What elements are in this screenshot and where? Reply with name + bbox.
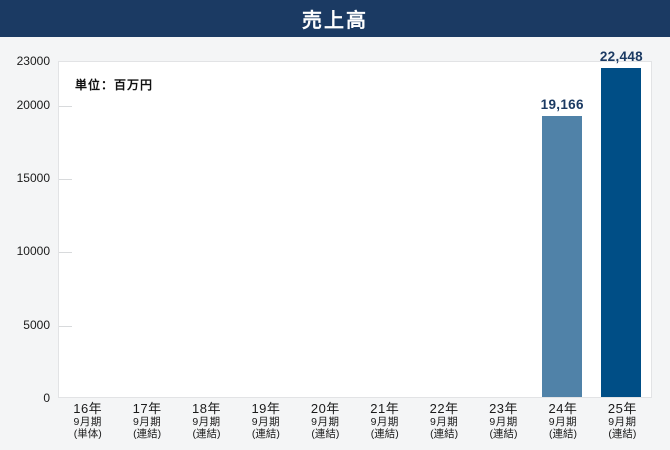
- bar-column: [414, 62, 473, 397]
- x-axis-label: 24年 9月期 (連結): [533, 401, 592, 440]
- x-axis-label-line: 9月期: [608, 416, 637, 428]
- x-axis-label-line: 16年: [73, 401, 103, 416]
- y-axis-label: 5000: [23, 318, 50, 332]
- chart-title: 売上高: [302, 10, 368, 32]
- bars-layer: 19,166 22,448: [59, 49, 651, 397]
- x-axis-label-line: (連結): [311, 428, 340, 440]
- unit-label: 単位：百万円: [75, 78, 154, 92]
- bar-column: 19,166: [533, 62, 592, 397]
- x-axis-label-line: 22年: [429, 401, 459, 416]
- y-tick: [59, 179, 72, 180]
- x-axis-label-line: 19年: [251, 401, 281, 416]
- bar-column: [118, 62, 177, 397]
- x-axis-label-line: (連結): [370, 428, 399, 440]
- y-tick: [59, 106, 72, 107]
- x-axis-label-line: (連結): [133, 428, 162, 440]
- x-axis-label-line: 9月期: [192, 416, 221, 428]
- x-axis-label-line: (単体): [73, 428, 102, 440]
- bar-value-label: 19,166: [540, 97, 584, 112]
- y-axis-label: 15000: [16, 171, 50, 185]
- y-tick: [59, 326, 72, 327]
- y-axis-label: 23000: [16, 54, 50, 68]
- y-tick: [59, 252, 72, 253]
- x-axis-label-line: 20年: [310, 401, 340, 416]
- bar-column: 22,448: [592, 49, 651, 397]
- x-axis-labels: 16年 9月期 (単体) 17年 9月期 (連結) 18年 9月期 (連結) 19年 9月期 (連結)…: [58, 401, 652, 440]
- x-axis-label: 18年 9月期 (連結): [177, 401, 236, 440]
- x-axis-label: 20年 9月期 (連結): [296, 401, 355, 440]
- bar-column: [59, 62, 118, 397]
- x-axis-label-line: 25年: [607, 401, 637, 416]
- x-axis-label-line: 18年: [192, 401, 221, 416]
- x-axis-label-line: 9月期: [251, 416, 281, 428]
- bar-column: [473, 62, 532, 397]
- y-axis-label: 0: [43, 391, 50, 405]
- bar-column: [355, 62, 414, 397]
- bar-value-label: 22,448: [599, 49, 643, 64]
- x-axis-label: 23年 9月期 (連結): [474, 401, 533, 440]
- x-axis-label-line: 23年: [489, 401, 519, 416]
- x-axis-label-line: 9月期: [370, 416, 399, 428]
- x-axis-label: 19年 9月期 (連結): [236, 401, 295, 440]
- x-axis-label-line: 9月期: [73, 416, 102, 428]
- x-axis-label: 22年 9月期 (連結): [414, 401, 473, 440]
- bar: 19,166: [541, 97, 583, 397]
- x-axis-label-line: (連結): [430, 428, 459, 440]
- plot-area: 単位：百万円 19,166 22,448: [58, 49, 652, 398]
- bar-column: [237, 62, 296, 397]
- x-axis-label: 21年 9月期 (連結): [355, 401, 414, 440]
- y-axis-label: 10000: [16, 244, 50, 258]
- bar-column: [296, 62, 355, 397]
- x-axis-label-line: (連結): [548, 428, 577, 440]
- x-axis-label: 16年 9月期 (単体): [58, 401, 117, 440]
- x-axis-label-line: (連結): [192, 428, 221, 440]
- x-axis-label: 25年 9月期 (連結): [593, 401, 652, 440]
- x-axis-label-line: (連結): [608, 428, 637, 440]
- x-axis-label-line: 24年: [548, 401, 578, 416]
- x-axis-label-line: (連結): [251, 428, 280, 440]
- x-axis-label-line: 9月期: [548, 416, 578, 428]
- x-axis-label-line: 9月期: [311, 416, 340, 428]
- x-axis-label-line: 9月期: [132, 416, 162, 428]
- x-axis-label-line: 9月期: [429, 416, 459, 428]
- x-axis-label-line: 17年: [132, 401, 162, 416]
- x-axis-label-line: (連結): [489, 428, 518, 440]
- bar-column: [177, 62, 236, 397]
- bar: 22,448: [600, 49, 643, 397]
- chart-title-banner: 売上高: [0, 0, 670, 37]
- x-axis-label: 17年 9月期 (連結): [117, 401, 176, 440]
- x-axis-label-line: 21年: [370, 401, 400, 416]
- y-axis-label: 20000: [16, 98, 50, 112]
- x-axis-label-line: 9月期: [489, 416, 518, 428]
